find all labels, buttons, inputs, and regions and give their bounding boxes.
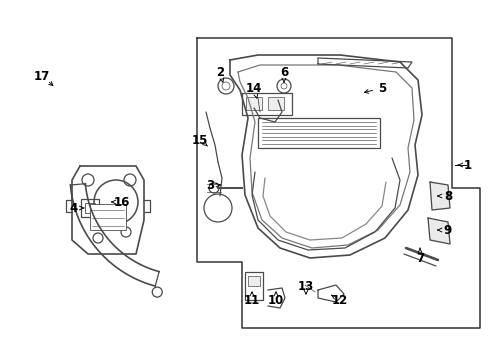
Bar bbox=[247, 276, 260, 286]
Text: 16: 16 bbox=[114, 195, 130, 208]
Text: 9: 9 bbox=[443, 224, 451, 237]
Text: 14: 14 bbox=[245, 81, 262, 95]
Text: 10: 10 bbox=[267, 293, 284, 306]
Polygon shape bbox=[427, 218, 449, 244]
Text: 5: 5 bbox=[377, 81, 386, 95]
Text: 11: 11 bbox=[244, 293, 260, 306]
Text: 2: 2 bbox=[216, 66, 224, 78]
Bar bbox=[245, 97, 262, 110]
Bar bbox=[85, 203, 95, 213]
Text: 13: 13 bbox=[297, 279, 313, 292]
Text: 4: 4 bbox=[70, 202, 78, 215]
Text: 6: 6 bbox=[279, 66, 287, 78]
Bar bbox=[81, 199, 99, 217]
Bar bbox=[267, 97, 284, 110]
Bar bbox=[90, 204, 126, 230]
Text: 1: 1 bbox=[463, 158, 471, 171]
Text: 7: 7 bbox=[415, 252, 423, 265]
Bar bbox=[244, 272, 263, 300]
Text: 3: 3 bbox=[205, 179, 214, 192]
Text: 12: 12 bbox=[331, 293, 347, 306]
Bar bbox=[258, 118, 379, 148]
Bar bbox=[242, 93, 291, 115]
Polygon shape bbox=[429, 182, 449, 210]
Text: 15: 15 bbox=[191, 134, 208, 147]
Text: 17: 17 bbox=[34, 69, 50, 82]
Text: 8: 8 bbox=[443, 189, 451, 202]
